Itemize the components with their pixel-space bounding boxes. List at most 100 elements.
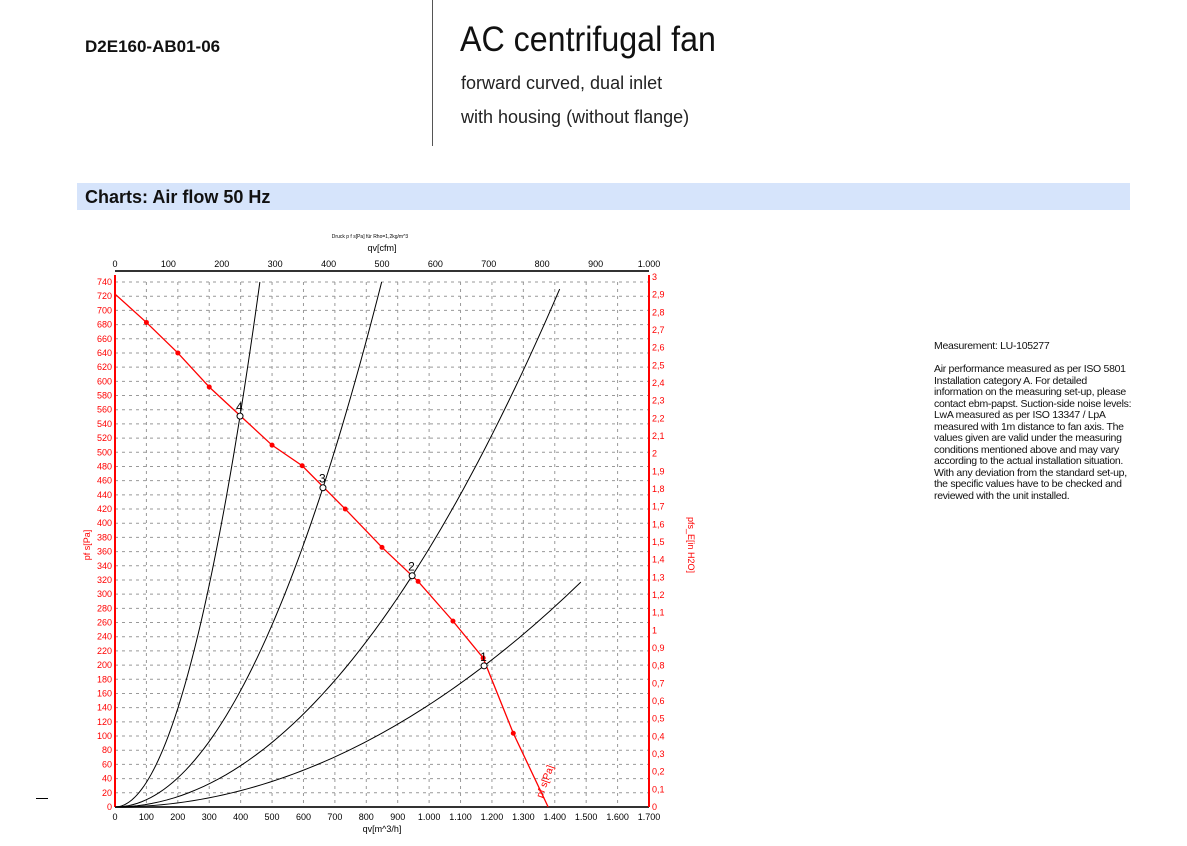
y2-tick-label: 2,5 — [652, 360, 665, 370]
y2-tick-label: 0,6 — [652, 696, 665, 706]
y-tick-label: 120 — [97, 717, 112, 727]
y2-tick-label: 1,7 — [652, 502, 665, 512]
fan-curve-point — [450, 618, 456, 624]
y-tick-label: 700 — [97, 305, 112, 315]
y-tick-label: 180 — [97, 674, 112, 684]
fan-curve-point — [510, 730, 516, 736]
x2-tick-label: 1.000 — [638, 259, 661, 269]
y-tick-label: 220 — [97, 646, 112, 656]
x2-tick-label: 300 — [268, 259, 283, 269]
measurement-id: Measurement: LU-105277 — [934, 340, 1050, 352]
system-curve-3 — [114, 281, 383, 808]
x-tick-label: 200 — [170, 812, 185, 822]
y-tick-label: 260 — [97, 618, 112, 628]
y-tick-label: 140 — [97, 703, 112, 713]
x2-tick-label: 800 — [535, 259, 550, 269]
y-tick-label: 740 — [97, 277, 112, 287]
x2-tick-label: 900 — [588, 259, 603, 269]
y2-tick-label: 1,3 — [652, 572, 665, 582]
y2-tick-label: 0,4 — [652, 731, 665, 741]
y2-tick-label: 3 — [652, 272, 657, 282]
y2-tick-label: 0,1 — [652, 784, 665, 794]
y2-tick-label: 2,6 — [652, 343, 665, 353]
y2-tick-label: 1,1 — [652, 608, 665, 618]
operating-point — [319, 484, 327, 492]
fan-curve-point — [269, 442, 275, 448]
y2-tick-label: 2,4 — [652, 378, 665, 388]
fan-curve — [114, 293, 549, 808]
x2-tick-label: 200 — [214, 259, 229, 269]
y-tick-label: 480 — [97, 461, 112, 471]
operating-point-label: 1 — [480, 650, 487, 664]
y-tick-label: 0 — [107, 802, 112, 812]
y-tick-label: 60 — [102, 759, 112, 769]
y-tick-label: 560 — [97, 405, 112, 415]
y2-tick-label: 2,8 — [652, 307, 665, 317]
y-tick-label: 420 — [97, 504, 112, 514]
y2-tick-label: 2,1 — [652, 431, 665, 441]
subtitle-1: forward curved, dual inlet — [461, 73, 663, 93]
y-tick-label: 160 — [97, 688, 112, 698]
y-tick-label: 340 — [97, 561, 112, 571]
x-tick-label: 0 — [112, 812, 117, 822]
y-tick-label: 580 — [97, 391, 112, 401]
y2-tick-label: 2,2 — [652, 413, 665, 423]
chart-title: Druck p f s[Pa] für Rho=1,2kg/m^3 — [332, 234, 409, 240]
y-tick-label: 620 — [97, 362, 112, 372]
x2-tick-label: 0 — [112, 259, 117, 269]
operating-point — [480, 662, 488, 670]
y2-tick-label: 0,7 — [652, 678, 665, 688]
fan-curve-point — [143, 319, 149, 325]
operating-point-label: 2 — [408, 560, 415, 574]
y-tick-label: 680 — [97, 320, 112, 330]
x-tick-label: 900 — [390, 812, 405, 822]
fan-curve-point — [175, 350, 181, 356]
x-tick-label: 600 — [296, 812, 311, 822]
y2-tick-label: 1,6 — [652, 519, 665, 529]
x-tick-label: 1.700 — [638, 812, 661, 822]
x-tick-label: 1.400 — [543, 812, 566, 822]
y2-tick-label: 0,8 — [652, 661, 665, 671]
x2-tick-label: 500 — [374, 259, 389, 269]
y-tick-label: 720 — [97, 291, 112, 301]
y-tick-label: 380 — [97, 532, 112, 542]
y2-tick-label: 2,3 — [652, 396, 665, 406]
x2-tick-label: 700 — [481, 259, 496, 269]
x-tick-label: 1.500 — [575, 812, 598, 822]
y2-tick-label: 0,2 — [652, 767, 665, 777]
y-tick-label: 520 — [97, 433, 112, 443]
y-tick-label: 660 — [97, 334, 112, 344]
section-header: Charts: Air flow 50 Hz — [77, 183, 1130, 210]
y2-axis-label: pfs_E[in H2O] — [686, 517, 696, 573]
operating-point — [408, 572, 416, 580]
y2-tick-label: 0,5 — [652, 714, 665, 724]
section-title: Charts: Air flow 50 Hz — [85, 187, 271, 207]
subtitle-2: with housing (without flange) — [461, 107, 690, 127]
y-tick-label: 540 — [97, 419, 112, 429]
x-tick-label: 1.200 — [481, 812, 504, 822]
y2-tick-label: 1,5 — [652, 537, 665, 547]
x-tick-label: 500 — [265, 812, 280, 822]
y-tick-label: 200 — [97, 660, 112, 670]
y-tick-label: 40 — [102, 774, 112, 784]
y2-tick-label: 1,9 — [652, 466, 665, 476]
system-curve-4 — [114, 281, 261, 808]
y-tick-label: 360 — [97, 547, 112, 557]
y-tick-label: 20 — [102, 788, 112, 798]
y-tick-label: 300 — [97, 589, 112, 599]
fan-curve-point — [480, 655, 486, 661]
y-tick-label: 280 — [97, 603, 112, 613]
y2-tick-label: 0,9 — [652, 643, 665, 653]
fan-curve-point — [299, 463, 305, 469]
product-title: AC centrifugal fan — [460, 20, 716, 59]
y-tick-label: 80 — [102, 745, 112, 755]
system-curve-2 — [114, 288, 561, 808]
y2-tick-label: 2,9 — [652, 290, 665, 300]
notes-text: Air performance measured as per ISO 5801… — [934, 363, 1132, 502]
y-axis-label: pf s[Pa] — [82, 530, 92, 561]
x2-tick-label: 100 — [161, 259, 176, 269]
y2-tick-label: 2 — [652, 449, 657, 459]
operating-point-label: 3 — [319, 472, 326, 486]
y2-tick-label: 1,2 — [652, 590, 665, 600]
